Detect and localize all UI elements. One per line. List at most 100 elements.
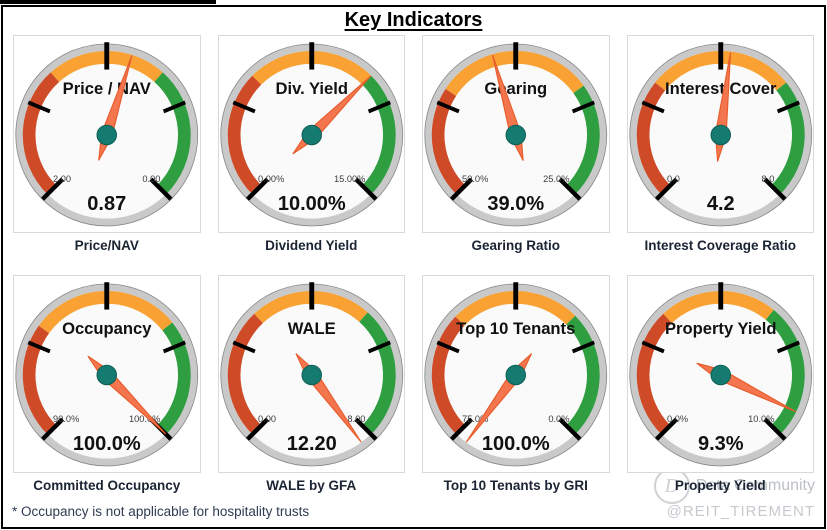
gauge-tick <box>449 177 474 201</box>
gauge-band-green <box>154 72 191 195</box>
gauge-box-top-10-tenants: Top 10 Tenants 75.0% 0.0% 100.0% <box>422 275 610 473</box>
gauge-title: Interest Cover <box>665 79 777 98</box>
gauge-value: 100.0% <box>73 433 141 455</box>
gauge-scale-right: 8.0 <box>761 174 774 184</box>
gauge-cell-occupancy: Occupancy 90.0% 100.0% 100.0% Committed Occu… <box>13 275 201 495</box>
gauge-cell-wale: WALE 0.00 8.00 12.20 WALE by GFA <box>217 275 405 495</box>
gauge-tick <box>436 100 460 114</box>
gauge-caption-occupancy: Committed Occupancy <box>33 478 181 493</box>
gauge-band-red <box>636 313 672 435</box>
gauge-scale-left: 0.00 <box>258 414 276 424</box>
gauge-scale-right: 0.0% <box>548 414 569 424</box>
gauge-caption-div-yield: Dividend Yield <box>265 238 358 253</box>
gauge-cell-gearing: Gearing 50.0% 25.0% 39.0% Gearing Ratio <box>422 35 610 255</box>
gauge-title: Gearing <box>484 79 547 98</box>
gauge-tick <box>449 417 474 441</box>
dashboard-content: Key Indicators Price / NAV 2.00 0.00 0.87 Pr… <box>4 8 823 526</box>
gauge-caption-interest-cover: Interest Coverage Ratio <box>644 238 797 253</box>
gauge-scale-right: 10.0% <box>748 414 774 424</box>
gauge-band-red <box>636 82 670 195</box>
gauge-tick <box>367 100 391 114</box>
gauge-cell-top-10-tenants: Top 10 Tenants 75.0% 0.0% 100.0% Top 10 Tena… <box>422 275 610 495</box>
gauge-scale-left: 0.0 <box>667 174 680 184</box>
gauge-scale-left: 50.0% <box>462 174 488 184</box>
gauge-tick <box>762 417 787 441</box>
gauge-tick <box>641 340 665 354</box>
gauge-title: WALE <box>287 319 335 338</box>
gauge-hub <box>96 124 118 146</box>
gauge-box-div-yield: Div. Yield 0.00% 15.00% 10.00% <box>217 35 405 233</box>
gauge-tick <box>558 417 582 441</box>
gauge-band-green <box>770 82 805 195</box>
gauge-hub <box>709 364 731 386</box>
gauge-tick <box>654 417 678 441</box>
gauge-band-red <box>22 72 60 195</box>
gauge-tick <box>40 177 65 201</box>
gauge-cell-interest-cover: Interest Cover 0.0 8.0 4.2 Interest Coverage… <box>626 35 814 255</box>
gauge-scale-right: 15.00% <box>334 174 365 184</box>
gauge-tick <box>27 100 51 114</box>
gauge-tick <box>571 340 595 354</box>
gauge-hub <box>505 364 527 386</box>
gauge-band-red <box>227 313 263 435</box>
gauge-hub <box>300 364 322 386</box>
gauge-title: Price / NAV <box>63 79 151 98</box>
gauge-value: 39.0% <box>487 193 544 215</box>
gauge-tick <box>245 177 269 201</box>
page-title: Key Indicators <box>344 9 483 31</box>
gauge-value: 10.00% <box>277 193 345 215</box>
gauge-tick <box>762 177 787 201</box>
gauge-scale-left: 90.0% <box>53 414 79 424</box>
gauge-tick <box>776 340 800 354</box>
gauge-value: 100.0% <box>482 433 550 455</box>
gauge-chart-top-10-tenants: Top 10 Tenants 75.0% 0.0% 100.0% <box>424 282 608 467</box>
gauge-scale-right: 0.00 <box>142 174 160 184</box>
gauge-scale-right: 8.00 <box>347 414 365 424</box>
gauge-band-green <box>358 312 396 435</box>
gauge-tick <box>367 340 391 354</box>
gauge-tick <box>40 417 65 441</box>
watermark-brand: Data Community <box>695 477 815 494</box>
gauge-chart-interest-cover: Interest Cover 0.0 8.0 4.2 <box>628 42 812 227</box>
gauge-chart-div-yield: Div. Yield 0.00% 15.00% 10.00% <box>219 42 403 227</box>
gauge-scale-left: 0.0% <box>667 414 688 424</box>
gauge-value: 0.87 <box>87 193 126 215</box>
gauge-chart-occupancy: Occupancy 90.0% 100.0% 100.0% <box>15 282 199 467</box>
gauge-value: 12.20 <box>286 433 336 455</box>
gauge-tick <box>232 340 256 354</box>
gauge-chart-property-yield: Property Yield 0.0% 10.0% 9.3% <box>628 282 812 467</box>
gauge-box-gearing: Gearing 50.0% 25.0% 39.0% <box>422 35 610 233</box>
gauge-tick <box>149 177 173 201</box>
gauge-box-property-yield: Property Yield 0.0% 10.0% 9.3% <box>626 275 814 473</box>
gauge-grid: Price / NAV 2.00 0.00 0.87 Price/NAV Div. Yie… <box>4 35 823 495</box>
gauge-cell-property-yield: Property Yield 0.0% 10.0% 9.3% Property Yiel… <box>626 275 814 495</box>
gauge-hub <box>300 124 322 146</box>
gauge-hub <box>505 124 527 146</box>
gauge-scale-left: 2.00 <box>53 174 71 184</box>
top-border-detail <box>0 0 216 4</box>
gauge-band-green <box>566 85 600 195</box>
gauge-scale-right: 100.0% <box>129 414 160 424</box>
gauge-cell-div-yield: Div. Yield 0.00% 15.00% 10.00% Dividend Yiel… <box>217 35 405 255</box>
watermark-handle: @REIT_TIREMENT <box>666 503 815 520</box>
gauge-tick <box>776 100 800 114</box>
gauge-band-red <box>431 316 466 435</box>
gauge-hub <box>96 364 118 386</box>
gauge-caption-gearing: Gearing Ratio <box>471 238 560 253</box>
gauge-tick <box>641 100 665 114</box>
gauge-title: Div. Yield <box>275 79 347 98</box>
gauge-caption-property-yield: Property Yield <box>674 478 766 493</box>
gauge-box-wale: WALE 0.00 8.00 12.20 <box>217 275 405 473</box>
gauge-band-green <box>566 315 600 435</box>
gauge-caption-top-10-tenants: Top 10 Tenants by GRI <box>443 478 588 493</box>
gauge-value: 4.2 <box>706 193 734 215</box>
gauge-tick <box>162 340 186 354</box>
gauge-caption-price-nav: Price/NAV <box>74 238 139 253</box>
gauge-band-red <box>22 325 57 435</box>
gauge-title: Property Yield <box>665 319 776 338</box>
gauge-chart-wale: WALE 0.00 8.00 12.20 <box>219 282 403 467</box>
gauge-band-green <box>765 309 805 435</box>
gauge-band-orange <box>662 291 774 324</box>
gauge-chart-gearing: Gearing 50.0% 25.0% 39.0% <box>424 42 608 227</box>
